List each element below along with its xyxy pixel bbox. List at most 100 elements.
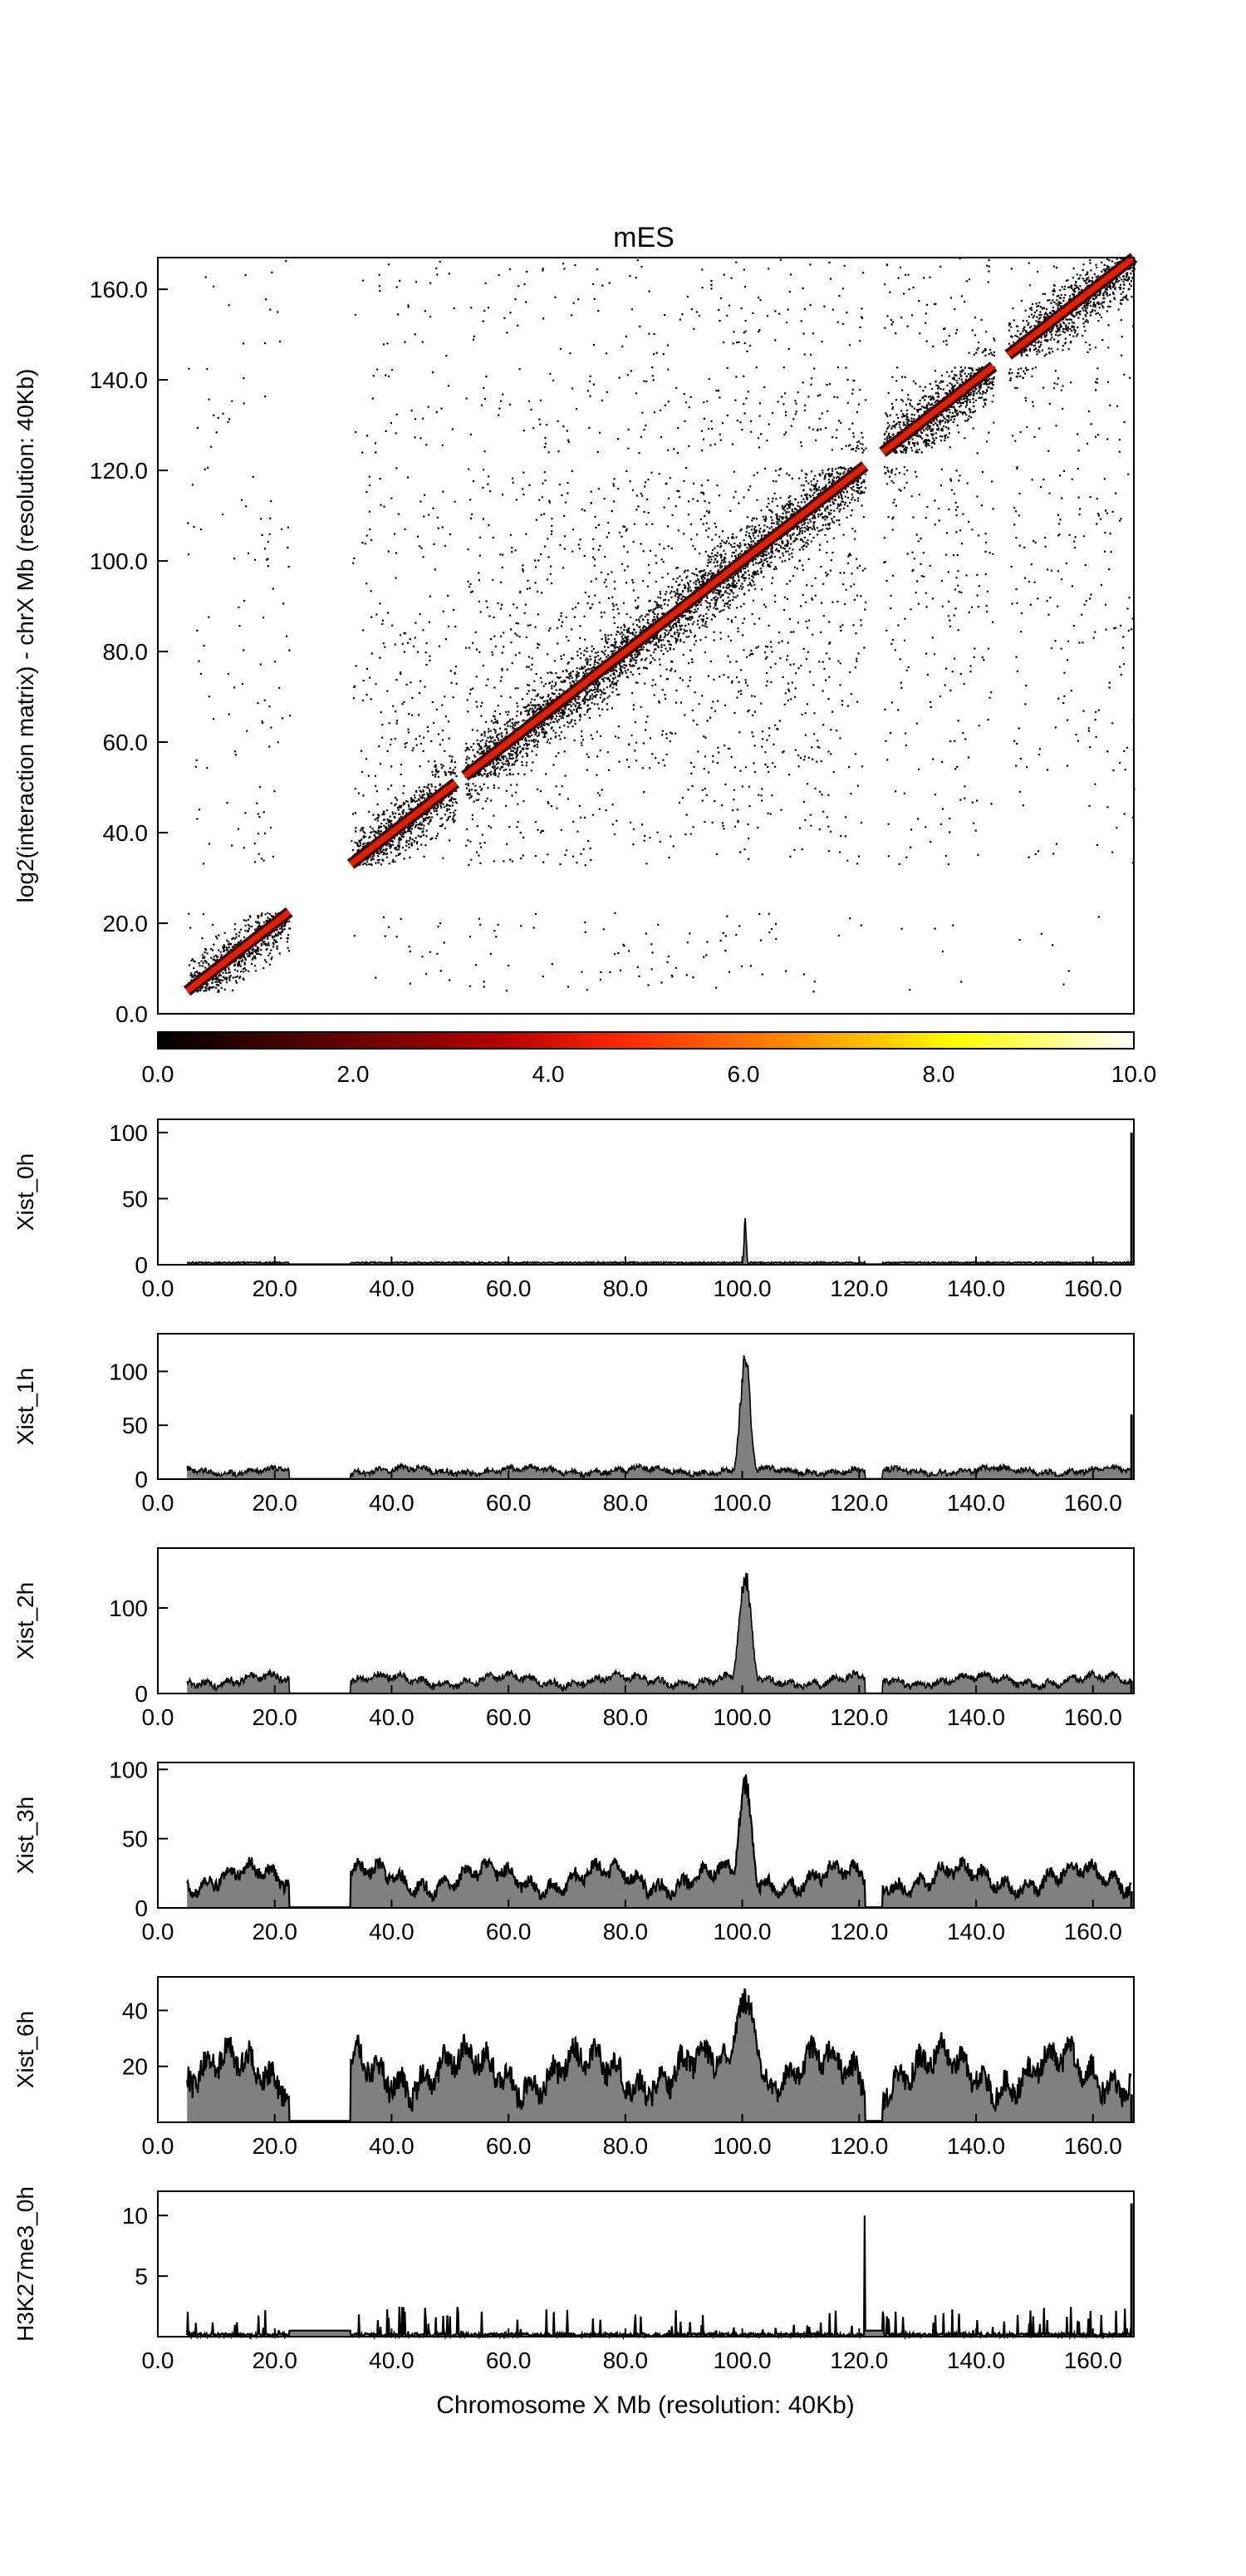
signal-line	[186, 1988, 1132, 2122]
y-tick-label: 100	[109, 1359, 148, 1384]
x-tick-label: 120.0	[830, 2347, 888, 2373]
x-tick-label: 100.0	[714, 2133, 772, 2159]
track-Xist_1h: 0 50 100 0.0 20.0 40.0 60.0 80.0 100.0 120.0 140.0…	[12, 1333, 1135, 1516]
x-tick-label: 0.0	[142, 2133, 174, 2159]
track-label: Xist_2h	[12, 1582, 38, 1659]
y-tick-label: 0.0	[115, 1001, 148, 1027]
x-tick-label: 20.0	[252, 1919, 297, 1944]
y-tick-label: 40	[122, 1998, 148, 2023]
colorbar-tick-label: 4.0	[532, 1061, 565, 1087]
signal-area	[187, 1217, 1131, 1265]
y-tick-label: 140.0	[90, 367, 148, 393]
x-tick-label: 100.0	[714, 1704, 772, 1730]
x-tick-label: 40.0	[369, 1919, 415, 1944]
y-tick-label: 0	[135, 1252, 148, 1278]
x-tick-label: 40.0	[369, 1276, 415, 1301]
track-frame	[157, 1118, 1135, 1266]
y-tick-label: 120.0	[90, 458, 148, 484]
x-tick-label: 0.0	[142, 2347, 174, 2373]
colorbar-axis: 0.0 2.0 4.0 6.0 8.0 10.0	[142, 1061, 1157, 1087]
heatmap-y-axis: 0.0 20.0 40.0 60.0 80.0 100.0 120.0 140.0 160.0	[90, 277, 168, 1027]
x-tick-label: 120.0	[830, 1704, 888, 1730]
x-tick-label: 160.0	[1064, 1490, 1122, 1516]
diagonal-line	[463, 463, 867, 779]
x-tick-label: 100.0	[714, 1490, 772, 1516]
x-tick-label: 20.0	[252, 1276, 297, 1301]
signal-line	[186, 2215, 1132, 2341]
x-tick-label: 120.0	[830, 1490, 888, 1516]
y-tick-label: 5	[135, 2264, 148, 2289]
colorbar	[157, 1031, 1135, 1050]
x-tick-label: 160.0	[1064, 1276, 1122, 1301]
track-label: Xist_1h	[12, 1368, 38, 1445]
x-tick-label: 160.0	[1064, 1919, 1122, 1944]
x-tick-label: 20.0	[252, 1490, 297, 1516]
y-tick-label: 100	[109, 1757, 148, 1782]
x-tick-label: 0.0	[142, 1704, 174, 1730]
x-tick-label: 140.0	[947, 2347, 1005, 2373]
colorbar-tick-label: 6.0	[728, 1061, 760, 1087]
x-tick-label: 80.0	[603, 2347, 649, 2373]
heatmap-plot	[183, 253, 1138, 996]
track-label: Xist_6h	[12, 2011, 38, 2088]
track-Xist_6h: 20 40 0.0 20.0 40.0 60.0 80.0 100.0 120.0 140.0 16…	[12, 1976, 1135, 2159]
x-tick-label: 40.0	[369, 2133, 415, 2159]
track-frame	[157, 1547, 1135, 1694]
x-tick-label: 40.0	[369, 2347, 415, 2373]
y-tick-label: 0	[135, 1467, 148, 1492]
y-tick-label: 10	[122, 2203, 148, 2229]
colorbar-tick-label: 0.0	[142, 1061, 174, 1087]
x-tick-label: 140.0	[947, 1704, 1005, 1730]
colorbar-tick-label: 2.0	[337, 1061, 370, 1087]
y-tick-label: 40.0	[103, 820, 149, 846]
x-tick-label: 20.0	[252, 1704, 297, 1730]
x-tick-label: 40.0	[369, 1704, 415, 1730]
y-tick-label: 50	[122, 1826, 148, 1852]
y-tick-label: 100.0	[90, 548, 148, 574]
diagonal-line	[185, 909, 292, 994]
track-frame	[157, 2190, 1135, 2338]
x-tick-label: 60.0	[486, 2347, 532, 2373]
x-tick-label: 160.0	[1064, 2133, 1122, 2159]
y-tick-label: 100	[109, 1120, 148, 1146]
x-tick-label: 0.0	[142, 1276, 174, 1301]
heatmap-ylabel: log2(interaction matrix) - chrX Mb (reso…	[12, 369, 38, 903]
track-label: Xist_3h	[12, 1797, 38, 1874]
x-tick-label: 20.0	[252, 2133, 297, 2159]
x-tick-label: 60.0	[486, 2133, 532, 2159]
track-Xist_3h: 0 50 100 0.0 20.0 40.0 60.0 80.0 100.0 120.0 140.0…	[12, 1757, 1135, 1944]
signal-line	[186, 1354, 1132, 1480]
y-tick-label: 20.0	[103, 911, 149, 937]
x-tick-label: 140.0	[947, 2133, 1005, 2159]
signal-area	[187, 1989, 1131, 2122]
x-tick-label: 120.0	[830, 2133, 888, 2159]
diagonal-line	[349, 780, 458, 867]
x-tick-label: 140.0	[947, 1276, 1005, 1301]
x-tick-label: 20.0	[252, 2347, 297, 2373]
x-tick-label: 100.0	[714, 2347, 772, 2373]
track-Xist_2h: 0 100 0.0 20.0 40.0 60.0 80.0 100.0 120.0 140.0 16…	[12, 1547, 1135, 1730]
x-tick-label: 60.0	[486, 1919, 532, 1944]
y-tick-label: 50	[122, 1186, 148, 1212]
x-tick-label: 160.0	[1064, 1704, 1122, 1730]
y-tick-label: 0	[135, 1681, 148, 1707]
track-label: Xist_0h	[12, 1153, 38, 1231]
track-frame	[157, 1333, 1135, 1480]
x-tick-label: 0.0	[142, 1490, 174, 1516]
track-frame	[157, 1976, 1135, 2123]
x-tick-label: 120.0	[830, 1276, 888, 1301]
track-Xist_0h: 0 50 100 0.0 20.0 40.0 60.0 80.0 100.0 120.0 140.0…	[12, 1118, 1135, 1301]
y-tick-label: 60.0	[103, 730, 149, 755]
x-tick-label: 60.0	[486, 1490, 532, 1516]
heatmap-frame	[157, 257, 1135, 1015]
y-tick-label: 50	[122, 1413, 148, 1438]
x-tick-label: 100.0	[714, 1276, 772, 1301]
track-label: H3K27me3_0h	[12, 2186, 38, 2342]
colorbar-tick-label: 8.0	[923, 1061, 955, 1087]
signal-area	[187, 1355, 1131, 1479]
signal-line	[186, 1572, 1132, 1694]
track-frame	[157, 1762, 1135, 1909]
x-tick-label: 0.0	[142, 1919, 174, 1944]
